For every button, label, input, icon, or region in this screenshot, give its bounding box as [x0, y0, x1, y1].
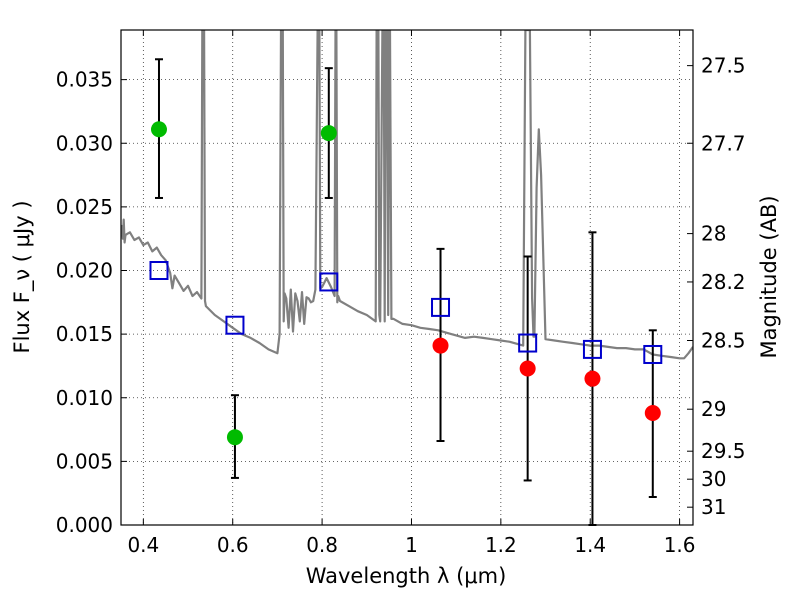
- right-tick-label: 28.5: [701, 328, 746, 352]
- model-point-square: [149, 261, 169, 281]
- right-axis-title: Magnitude (AB): [757, 195, 781, 358]
- x-tick-label: 0.8: [306, 533, 338, 557]
- right-tick-label: 29: [701, 397, 726, 421]
- y-tick-label: 0.035: [56, 68, 113, 92]
- y-tick-label: 0.000: [56, 513, 113, 537]
- right-tick-label: 31: [701, 495, 726, 519]
- model-point-square: [431, 297, 451, 317]
- model-point-square: [225, 315, 245, 335]
- right-tick-label: 27.5: [701, 54, 746, 78]
- right-tick-label: 29.5: [701, 439, 746, 463]
- data-point-circle: [519, 360, 536, 377]
- right-tick-label: 30: [701, 467, 726, 491]
- model-point-square: [319, 272, 339, 292]
- data-point-circle: [320, 125, 337, 142]
- x-tick-label: 1: [405, 533, 418, 557]
- plot-frame: [120, 29, 694, 526]
- y-tick-label: 0.005: [56, 449, 113, 473]
- y-tick-label: 0.020: [56, 259, 113, 283]
- data-point-circle: [432, 337, 449, 354]
- model-point-square: [518, 333, 538, 353]
- data-point-circle: [226, 429, 243, 446]
- model-point-square: [582, 339, 602, 359]
- model-spectrum: [121, 30, 693, 360]
- data-point-circle: [644, 405, 661, 422]
- y-tick-label: 0.025: [56, 195, 113, 219]
- y-tick-label: 0.030: [56, 131, 113, 155]
- data-point-circle: [150, 121, 167, 138]
- x-tick-label: 1.6: [664, 533, 696, 557]
- right-tick-label: 28.2: [701, 270, 746, 294]
- y-axis-title: Flux F_ν ( μJy ): [10, 200, 35, 353]
- axis-ticks: 0.4 0.6 0.8 1 1.2 1.4 1.6 0.000 0.005 0.010 0.015 0…: [56, 30, 746, 557]
- y-tick-label: 0.010: [56, 386, 113, 410]
- axes-frame: [120, 29, 694, 526]
- x-tick-label: 0.4: [127, 533, 159, 557]
- y-tick-label: 0.015: [56, 322, 113, 346]
- data-points: [149, 58, 663, 526]
- data-point-circle: [584, 370, 601, 387]
- x-axis-title: Wavelength λ (μm): [306, 564, 507, 588]
- right-tick-label: 28: [701, 222, 726, 246]
- model-spectrum-line: [121, 30, 693, 360]
- grid-lines: [121, 30, 693, 526]
- x-tick-label: 0.6: [217, 533, 249, 557]
- model-point-square: [643, 344, 663, 364]
- right-tick-label: 27.7: [701, 131, 746, 155]
- x-tick-label: 1.4: [574, 533, 606, 557]
- x-tick-label: 1.2: [485, 533, 517, 557]
